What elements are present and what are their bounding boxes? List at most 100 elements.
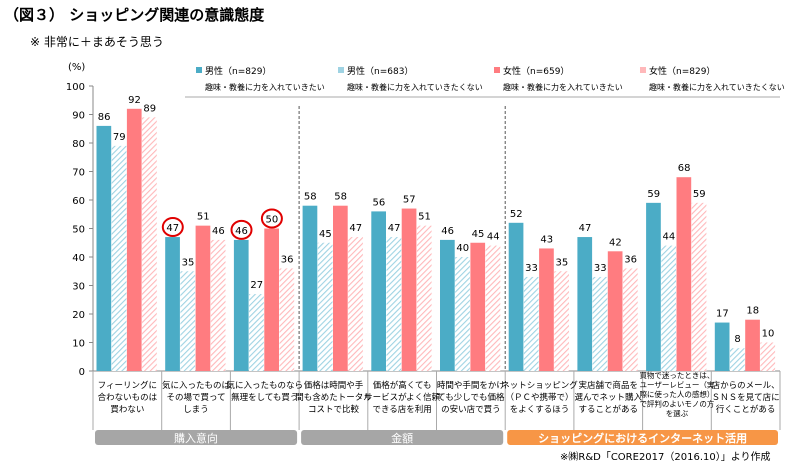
category-label-line: 合わないものは (98, 392, 158, 403)
group-label-bar (301, 430, 504, 445)
category-label-line: コストで比較 (308, 404, 360, 415)
bar (714, 322, 730, 371)
data-label: 46 (235, 226, 248, 237)
bar (676, 177, 692, 371)
bar (730, 348, 745, 371)
data-label: 43 (540, 234, 553, 245)
category-label: フィーリングに合わないものは買わない (98, 380, 158, 415)
category-label-line: ても少しでも価格 (437, 392, 505, 403)
data-label: 17 (716, 309, 729, 320)
bar (96, 125, 112, 372)
source-note: ※㈱R&D「CORE2017（2016.10）」より作成 (560, 451, 771, 463)
y-tick-label: 90 (72, 111, 85, 122)
y-tick-label: 50 (72, 225, 85, 236)
legend-swatch (640, 67, 646, 73)
bar (165, 237, 180, 371)
category-label-line: 無理をしても買う (231, 392, 298, 403)
category-label-line: の安い店で買う (441, 404, 501, 415)
bar (111, 145, 127, 371)
bar (607, 251, 623, 371)
data-label: 45 (319, 229, 332, 240)
bar (554, 271, 569, 371)
bar (416, 225, 432, 371)
category-label: ネットショッピング（ＰＣや携帯で） をよくするほう (501, 380, 578, 415)
bar (661, 245, 676, 371)
category-label-line: しまう (183, 405, 209, 415)
group-label-bar (507, 430, 778, 445)
data-label: 47 (166, 223, 179, 234)
category-label-line: 店からのメール、 (712, 380, 780, 391)
data-label: 52 (510, 209, 523, 220)
category-label-line: フィーリングに (98, 380, 157, 391)
bar (302, 205, 318, 371)
data-label: 36 (281, 254, 294, 265)
bar (623, 268, 638, 371)
category-label-line: 選んでネット購入 (574, 392, 642, 403)
legend-series-note: 趣味・教養に力を入れていきたくない (649, 82, 785, 92)
bar (126, 108, 142, 372)
category-label-line: できる店を利用 (372, 404, 431, 415)
legend-series-name: 女性（n=829） (649, 65, 715, 77)
category-label: 店からのメール、ＳＮＳを見て店に行くことがある (712, 380, 780, 415)
data-label: 35 (182, 257, 195, 268)
data-label: 10 (762, 329, 775, 340)
category-label-line: を選ぶ (666, 408, 689, 418)
category-label-line: をよくするほう (510, 405, 570, 415)
data-label: 33 (594, 263, 607, 274)
data-label: 56 (373, 197, 386, 208)
category-label-line: で評判のよいモノの方 (639, 399, 714, 409)
category-label-line: 実店舗で商品を (578, 380, 638, 391)
data-label: 33 (525, 263, 538, 274)
data-label: 86 (98, 112, 111, 123)
data-label: 59 (693, 189, 706, 200)
data-label: 89 (143, 103, 156, 114)
data-label: 44 (663, 232, 676, 243)
bar (577, 237, 593, 371)
data-label: 35 (556, 257, 569, 268)
data-label: 68 (678, 163, 691, 174)
bar (142, 117, 157, 371)
highlight-circle (161, 217, 184, 238)
bar (523, 276, 539, 371)
y-tick-label: 60 (72, 196, 85, 207)
bar (455, 257, 470, 371)
data-label: 47 (349, 223, 362, 234)
category-label-line: 価格が高くても (373, 380, 432, 391)
y-tick-label: 80 (72, 139, 85, 150)
bar (440, 239, 455, 371)
category-label-line: ＳＮＳを見て店に (712, 392, 780, 403)
legend-series-name: 女性（n=659） (503, 65, 569, 77)
category-label: 価格は時間や手間も含めたトータルコストで比較 (295, 380, 372, 415)
group-label: 購入意向 (174, 431, 218, 445)
data-label: 79 (113, 132, 126, 143)
bar (760, 342, 776, 371)
bar (264, 228, 279, 371)
y-tick-label: 40 (72, 253, 85, 264)
chart-subtitle: ※ 非常に＋まあそう思う (30, 35, 164, 49)
category-label-line: ユーザーレビュー（実 (640, 380, 715, 390)
category-label: 買物で迷ったときは、ユーザーレビュー（実際に使った人の感想）で評判のよいモノの方… (639, 370, 714, 418)
category-label: 実店舗で商品を選んでネット購入することがある (574, 380, 642, 415)
data-label: 58 (334, 192, 347, 203)
bar (210, 239, 226, 371)
bar (233, 239, 249, 371)
legend-swatch (338, 67, 344, 73)
category-label-line: 価格は時間や手 (304, 380, 364, 391)
data-label: 51 (197, 212, 210, 223)
data-label: 47 (388, 223, 401, 234)
category-label-line: 買物で迷ったときは、 (639, 370, 714, 380)
data-label: 92 (128, 95, 141, 106)
bar (333, 205, 348, 371)
data-label: 50 (266, 215, 279, 226)
category-label-line: 時間や手間をかけ (437, 380, 505, 391)
y-tick-label: 10 (72, 339, 85, 350)
category-label-line: （ＰＣや携帯で） (506, 392, 574, 403)
bar (317, 242, 333, 371)
category-label-line: サービスがよく信頼 (364, 392, 441, 403)
legend-series-note: 趣味・教養に力を入れていきたい (503, 82, 623, 92)
y-tick-label: 100 (66, 82, 85, 93)
bar (470, 242, 486, 371)
group-label: 金額 (391, 431, 413, 445)
data-label: 8 (734, 334, 740, 345)
